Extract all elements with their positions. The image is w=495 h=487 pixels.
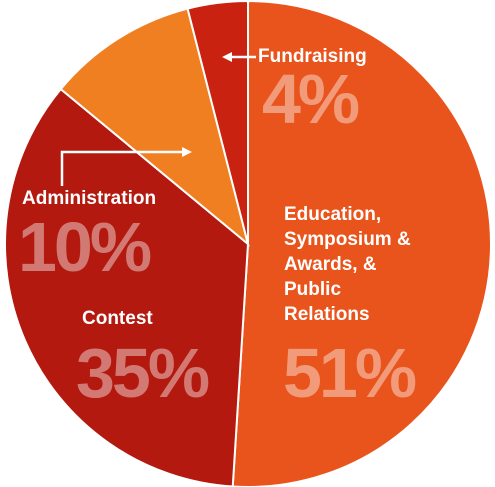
slice-label: Contest [82,306,202,331]
value-label: 51% [283,338,414,408]
slice-label: Education, Symposium & Awards, & Public … [284,202,424,327]
chart: Education, Symposium & Awards, & Public … [0,0,495,487]
value-label: 35% [76,338,207,408]
value-label: 10% [18,212,149,282]
value-label: 4% [262,64,357,134]
